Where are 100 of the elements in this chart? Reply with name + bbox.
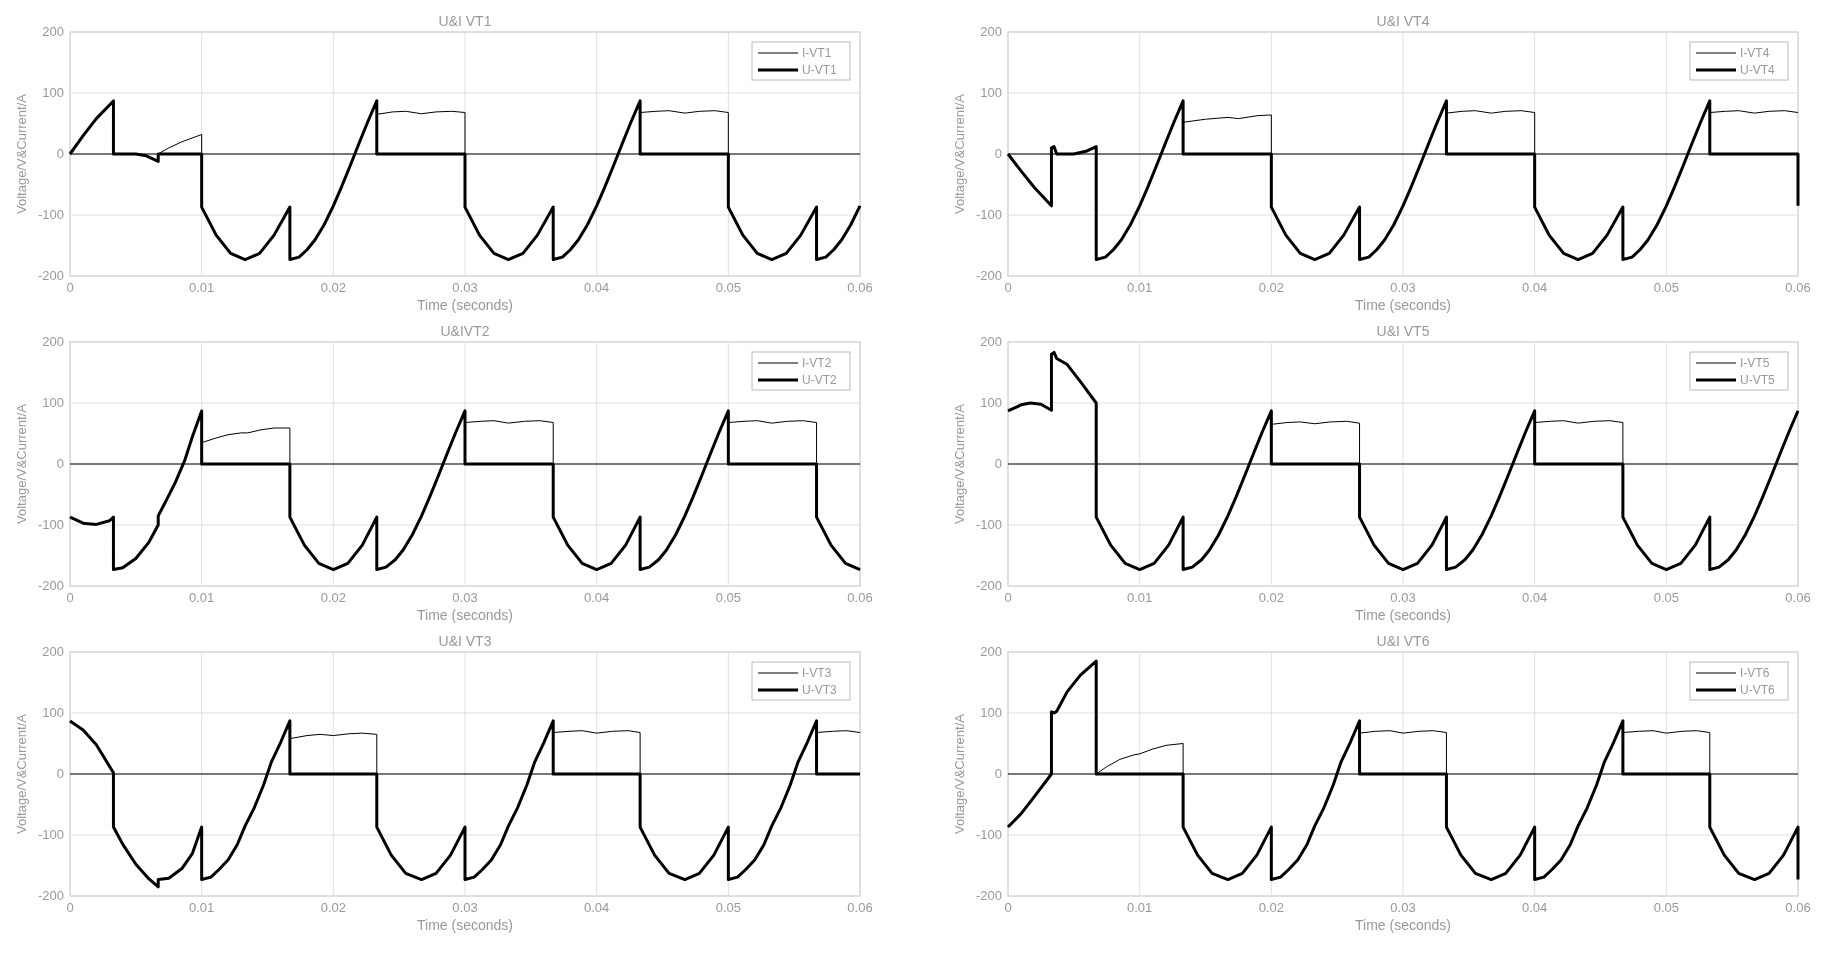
- legend-label: I-VT4: [1740, 46, 1770, 60]
- y-axis-title: Voltage/V&Current/A: [952, 713, 967, 834]
- y-tick-label: -200: [975, 888, 1002, 903]
- x-tick-label: 0.04: [584, 280, 610, 295]
- y-tick-label: 0: [994, 146, 1002, 161]
- chart-title: U&I VT3: [438, 633, 492, 649]
- y-tick-label: -200: [37, 578, 64, 593]
- y-tick-label: 100: [980, 85, 1002, 100]
- y-axis-title: Voltage/V&Current/A: [14, 403, 29, 524]
- x-tick-label: 0: [66, 280, 74, 295]
- legend-label: I-VT5: [1740, 356, 1770, 370]
- y-tick-label: -200: [975, 578, 1002, 593]
- x-tick-label: 0.02: [1258, 900, 1284, 915]
- y-tick-label: 200: [42, 334, 64, 349]
- y-tick-label: -100: [37, 827, 64, 842]
- y-tick-label: 0: [994, 766, 1002, 781]
- y-axis-title: Voltage/V&Current/A: [952, 403, 967, 524]
- legend-label: I-VT3: [802, 666, 832, 680]
- legend-label: U-VT3: [802, 683, 837, 697]
- x-axis-title: Time (seconds): [417, 297, 513, 313]
- y-tick-label: 200: [980, 24, 1002, 39]
- y-tick-label: -100: [975, 517, 1002, 532]
- x-tick-label: 0.05: [1653, 590, 1679, 605]
- x-tick-label: 0.01: [189, 280, 215, 295]
- y-axis-title: Voltage/V&Current/A: [14, 93, 29, 214]
- legend-label: I-VT1: [802, 46, 832, 60]
- x-tick-label: 0.06: [847, 900, 873, 915]
- y-tick-label: 100: [42, 395, 64, 410]
- y-tick-label: -200: [37, 888, 64, 903]
- x-tick-label: 0: [1004, 590, 1012, 605]
- chart-title: U&I VT4: [1376, 13, 1430, 29]
- y-tick-label: -100: [37, 517, 64, 532]
- y-tick-label: 0: [56, 766, 64, 781]
- x-tick-label: 0.01: [1127, 900, 1153, 915]
- x-tick-label: 0.02: [320, 280, 346, 295]
- x-tick-label: 0.06: [1785, 590, 1811, 605]
- x-tick-label: 0.03: [1390, 900, 1416, 915]
- legend-label: U-VT6: [1740, 683, 1775, 697]
- y-tick-label: 0: [56, 456, 64, 471]
- x-tick-label: 0.04: [584, 590, 610, 605]
- x-axis-title: Time (seconds): [417, 917, 513, 933]
- legend-label: U-VT2: [802, 373, 837, 387]
- chart-title: U&I VT1: [438, 13, 492, 29]
- legend-label: I-VT2: [802, 356, 832, 370]
- x-tick-label: 0.02: [1258, 280, 1284, 295]
- y-tick-label: 100: [42, 85, 64, 100]
- x-tick-label: 0.04: [1522, 590, 1548, 605]
- x-tick-label: 0.04: [584, 900, 610, 915]
- x-tick-label: 0.01: [1127, 280, 1153, 295]
- y-tick-label: -200: [37, 268, 64, 283]
- x-tick-label: 0.03: [1390, 590, 1416, 605]
- x-tick-label: 0.03: [452, 900, 478, 915]
- x-tick-label: 0.04: [1522, 900, 1548, 915]
- x-tick-label: 0.01: [189, 590, 215, 605]
- y-tick-label: -100: [37, 207, 64, 222]
- x-tick-label: 0.01: [1127, 590, 1153, 605]
- x-tick-label: 0.06: [847, 590, 873, 605]
- x-tick-label: 0.03: [452, 280, 478, 295]
- y-axis-title: Voltage/V&Current/A: [14, 713, 29, 834]
- chart-title: U&IVT2: [440, 323, 490, 339]
- x-tick-label: 0: [66, 900, 74, 915]
- x-axis-title: Time (seconds): [1355, 297, 1451, 313]
- x-axis-title: Time (seconds): [1355, 607, 1451, 623]
- y-tick-label: 100: [980, 395, 1002, 410]
- y-tick-label: 100: [980, 705, 1002, 720]
- x-axis-title: Time (seconds): [1355, 917, 1451, 933]
- x-tick-label: 0.05: [1653, 900, 1679, 915]
- x-tick-label: 0.06: [847, 280, 873, 295]
- x-tick-label: 0: [66, 590, 74, 605]
- y-tick-label: 0: [994, 456, 1002, 471]
- y-tick-label: -100: [975, 827, 1002, 842]
- x-tick-label: 0.03: [452, 590, 478, 605]
- legend-label: I-VT6: [1740, 666, 1770, 680]
- x-tick-label: 0.05: [715, 590, 741, 605]
- y-tick-label: 200: [980, 644, 1002, 659]
- x-axis-title: Time (seconds): [417, 607, 513, 623]
- x-tick-label: 0.02: [320, 900, 346, 915]
- x-tick-label: 0.05: [1653, 280, 1679, 295]
- y-tick-label: 200: [42, 24, 64, 39]
- x-tick-label: 0.02: [1258, 590, 1284, 605]
- x-tick-label: 0.04: [1522, 280, 1548, 295]
- x-tick-label: 0.06: [1785, 280, 1811, 295]
- x-tick-label: 0.03: [1390, 280, 1416, 295]
- x-tick-label: 0.05: [715, 280, 741, 295]
- legend-label: U-VT5: [1740, 373, 1775, 387]
- y-tick-label: 100: [42, 705, 64, 720]
- x-tick-label: 0.05: [715, 900, 741, 915]
- legend-label: U-VT4: [1740, 63, 1775, 77]
- x-tick-label: 0: [1004, 280, 1012, 295]
- y-tick-label: 200: [42, 644, 64, 659]
- chart-title: U&I VT5: [1376, 323, 1430, 339]
- legend-label: U-VT1: [802, 63, 837, 77]
- x-tick-label: 0.06: [1785, 900, 1811, 915]
- y-axis-title: Voltage/V&Current/A: [952, 93, 967, 214]
- x-tick-label: 0.02: [320, 590, 346, 605]
- y-tick-label: 200: [980, 334, 1002, 349]
- x-tick-label: 0: [1004, 900, 1012, 915]
- x-tick-label: 0.01: [189, 900, 215, 915]
- chart-title: U&I VT6: [1376, 633, 1430, 649]
- y-tick-label: -100: [975, 207, 1002, 222]
